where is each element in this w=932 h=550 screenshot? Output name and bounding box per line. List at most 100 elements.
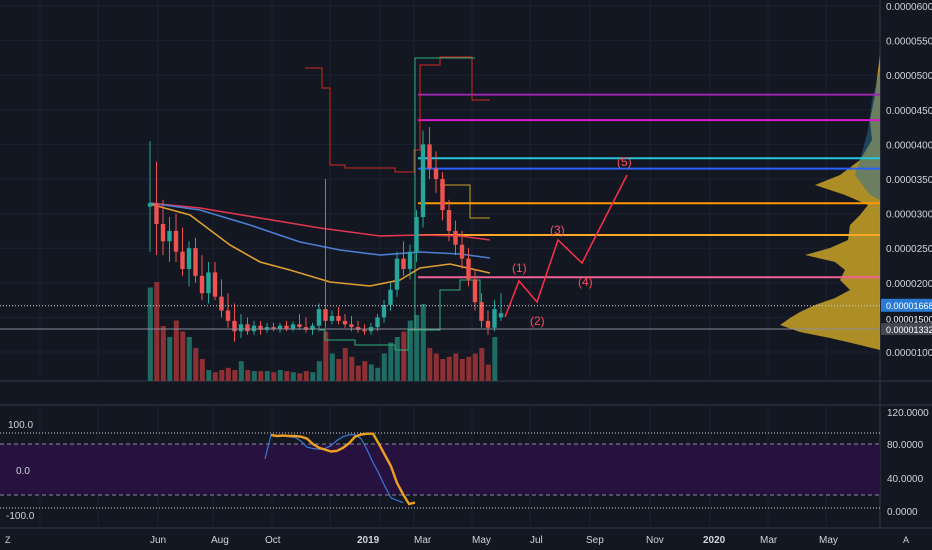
time-label-mar-2020: Mar <box>760 535 778 546</box>
volume-bar <box>382 354 387 382</box>
volume-bar <box>174 321 179 382</box>
candle-body <box>414 217 418 252</box>
candle-body <box>473 279 477 302</box>
stoch-left-neg100: -100.0 <box>6 511 35 522</box>
price-tick: 0.00002000 <box>886 279 932 290</box>
stoch-band <box>0 444 880 495</box>
candle-body <box>232 321 236 331</box>
stoch-left-100: 100.0 <box>8 420 33 431</box>
candle-body <box>421 144 425 217</box>
volume-bar <box>219 370 224 381</box>
candle-body <box>174 231 178 252</box>
candle-body <box>447 210 451 231</box>
candle-body <box>382 305 386 317</box>
volume-bar <box>388 343 393 382</box>
wave-label-3: (3) <box>550 223 565 237</box>
volume-bar <box>453 354 458 382</box>
time-label-may-2020: May <box>819 535 838 546</box>
candle-body <box>239 324 243 331</box>
volume-bar <box>167 337 172 381</box>
time-label-nov: Nov <box>646 535 664 546</box>
price-tick: 0.00006000 <box>886 2 932 13</box>
candle-body <box>395 259 399 290</box>
wave-label-1: (1) <box>512 261 527 275</box>
volume-bar <box>375 368 380 381</box>
timezone-icon[interactable]: Z <box>5 535 11 545</box>
candle-body <box>252 326 256 332</box>
candle-body <box>323 309 327 321</box>
volume-bar <box>187 337 192 381</box>
volume-bar <box>213 372 218 381</box>
candle-body <box>206 272 210 293</box>
time-label-jun: Jun <box>150 535 166 546</box>
candle-body <box>154 203 158 224</box>
volume-bar <box>401 332 406 382</box>
volume-bar <box>479 348 484 381</box>
candle-body <box>349 324 353 327</box>
volume-bar <box>154 282 159 381</box>
volume-bar <box>180 332 185 382</box>
time-label-oct: Oct <box>265 535 281 546</box>
volume-bar <box>356 366 361 381</box>
volume-bar <box>284 371 289 381</box>
volume-bar <box>206 370 211 381</box>
price-tick: 0.00002500 <box>886 244 932 255</box>
candle-body <box>460 245 464 259</box>
candle-body <box>375 317 379 327</box>
candle-body <box>343 321 347 324</box>
candle-body <box>336 316 340 321</box>
volume-bar <box>291 372 296 381</box>
candle-body <box>330 316 334 321</box>
volume-bar <box>434 354 439 382</box>
candle-body <box>291 324 295 328</box>
current-price-value: 0.00001668 <box>886 301 932 311</box>
candle-body <box>362 330 366 331</box>
volume-bar <box>193 348 198 381</box>
candle-body <box>200 276 204 293</box>
volume-bar <box>317 361 322 381</box>
volume-bar <box>330 354 335 382</box>
volume-bar <box>278 370 283 381</box>
volume-bar <box>369 365 374 382</box>
price-tick: 0.00004500 <box>886 106 932 117</box>
candle-body <box>499 313 503 317</box>
volume-bar <box>161 326 166 381</box>
auto-scale-button[interactable]: A <box>903 535 909 545</box>
volume-bar <box>492 337 497 381</box>
candle-body <box>401 259 405 269</box>
volume-bar <box>310 372 315 381</box>
candle-body <box>213 272 217 296</box>
candle-body <box>180 252 184 269</box>
price-tick: 0.00005000 <box>886 71 932 82</box>
time-label-mar: Mar <box>414 535 432 546</box>
volume-bar <box>258 371 263 381</box>
volume-bar <box>466 357 471 381</box>
volume-bar <box>239 361 244 381</box>
candle-body <box>492 309 496 328</box>
volume-bar <box>343 348 348 381</box>
stoch-tick-80: 80.0000 <box>887 440 924 451</box>
price-1332-value: 0.00001332 <box>886 325 932 335</box>
wave-label-5: (5) <box>617 155 632 169</box>
time-label-jul: Jul <box>530 535 543 546</box>
candle-body <box>226 310 230 320</box>
volume-bar <box>271 372 276 381</box>
volume-bar <box>421 304 426 381</box>
stoch-left-0: 0.0 <box>16 466 30 477</box>
volume-bar <box>200 359 205 381</box>
candle-body <box>388 290 392 305</box>
volume-bar <box>473 354 478 382</box>
candle-body <box>187 248 191 269</box>
time-axis[interactable]: Jun Aug Oct 2019 Mar May Jul Sep Nov 202… <box>150 535 838 546</box>
volume-bar <box>297 373 302 381</box>
volume-bar <box>447 357 452 381</box>
volume-bar <box>148 288 153 382</box>
candle-body <box>245 324 249 331</box>
candle-body <box>161 224 165 241</box>
time-label-2020: 2020 <box>703 535 726 546</box>
volume-bar <box>304 371 309 381</box>
stoch-tick-120: 120.0000 <box>887 408 929 419</box>
